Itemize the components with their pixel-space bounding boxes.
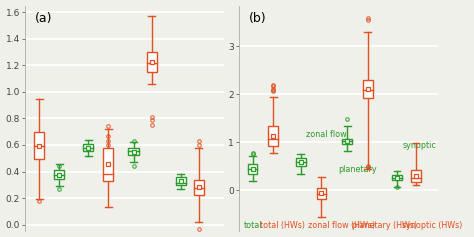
Bar (83, 144, 93, 151)
Bar (317, 188, 326, 199)
Text: synoptic: synoptic (402, 141, 436, 150)
Text: (b): (b) (249, 12, 266, 25)
Text: (a): (a) (35, 12, 52, 25)
Text: synoptic (HWs): synoptic (HWs) (402, 221, 463, 230)
Bar (392, 175, 402, 180)
Bar (54, 170, 64, 179)
Bar (296, 158, 306, 165)
Bar (411, 170, 421, 182)
Bar (146, 52, 157, 72)
Bar (103, 148, 113, 181)
Text: total: total (244, 221, 263, 230)
Bar (248, 164, 257, 174)
Bar (194, 180, 204, 195)
Text: planetary (HWs): planetary (HWs) (352, 221, 418, 230)
Bar (342, 139, 352, 144)
Bar (268, 126, 278, 146)
Text: planetary: planetary (338, 165, 377, 174)
Bar (128, 148, 138, 155)
Bar (34, 132, 45, 159)
Text: total (HWs): total (HWs) (260, 221, 305, 230)
Bar (175, 177, 186, 185)
Text: zonal flow: zonal flow (306, 130, 346, 139)
Bar (363, 80, 373, 98)
Text: zonal flow (HWs): zonal flow (HWs) (308, 221, 375, 230)
